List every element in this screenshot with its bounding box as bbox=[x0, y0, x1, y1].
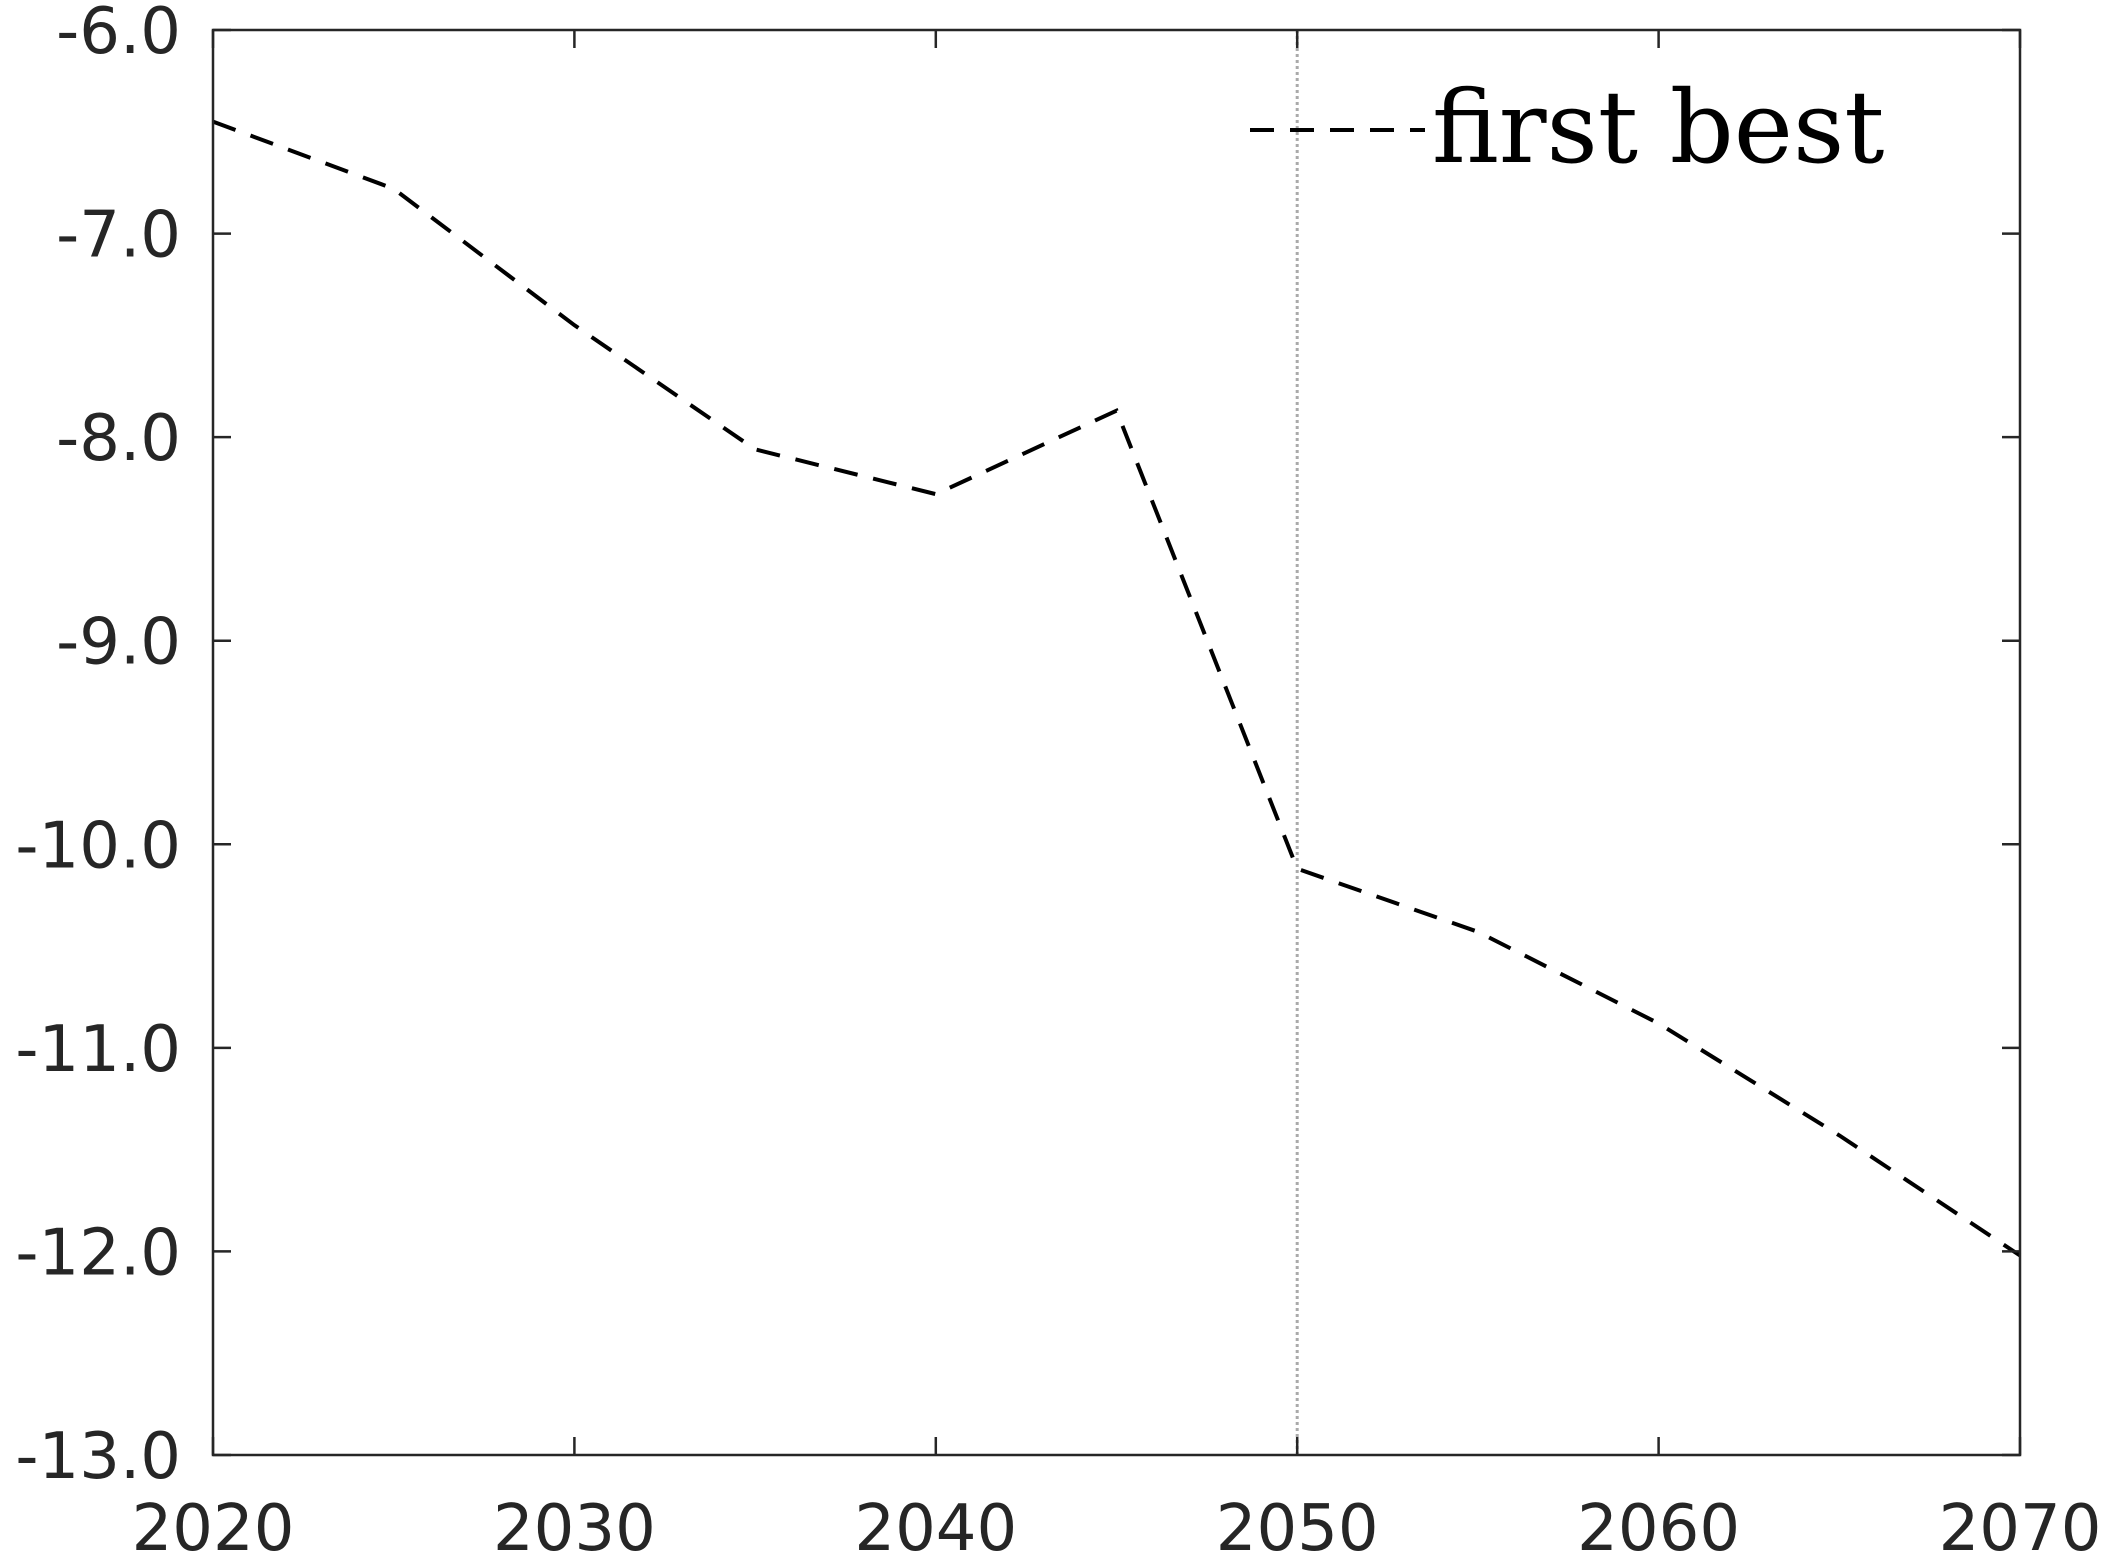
x-tick-label-2050: 2050 bbox=[1216, 1492, 1379, 1554]
y-tick-label-1: -7.0 bbox=[56, 199, 181, 273]
y-tick-labels: -6.0 -7.0 -8.0 -9.0 -10.0 -11.0 -12.0 -13.0 bbox=[15, 0, 181, 1494]
x-tick-label-2030: 2030 bbox=[493, 1492, 656, 1554]
x-tick-label-2070: 2070 bbox=[1939, 1492, 2102, 1554]
series-layer bbox=[212, 119, 2022, 1258]
y-tick-label-7: -13.0 bbox=[15, 1420, 181, 1494]
y-tick-label-2: -8.0 bbox=[56, 402, 181, 476]
series-line-0 bbox=[212, 119, 2022, 1258]
y-tick-label-6: -12.0 bbox=[15, 1216, 181, 1290]
x-tick-label-2040: 2040 bbox=[854, 1492, 1017, 1554]
legend-label-first-best: first best bbox=[1432, 69, 1885, 186]
x-tick-label-2060: 2060 bbox=[1577, 1492, 1740, 1554]
y-tick-label-5: -11.0 bbox=[15, 1013, 181, 1087]
plot-frame bbox=[211, 28, 2022, 1457]
legend: first best bbox=[1250, 69, 1885, 186]
x-tick-labels: 2020 2030 2040 2050 2060 2070 bbox=[132, 1492, 2102, 1554]
y-tick-label-4: -10.0 bbox=[15, 809, 181, 883]
x-tick-label-2020: 2020 bbox=[132, 1492, 295, 1554]
y-tick-label-0: -6.0 bbox=[56, 0, 181, 69]
plot-background bbox=[213, 30, 2020, 1455]
y-tick-label-3: -9.0 bbox=[56, 606, 181, 680]
tick-mark-layer bbox=[211, 28, 2022, 1457]
